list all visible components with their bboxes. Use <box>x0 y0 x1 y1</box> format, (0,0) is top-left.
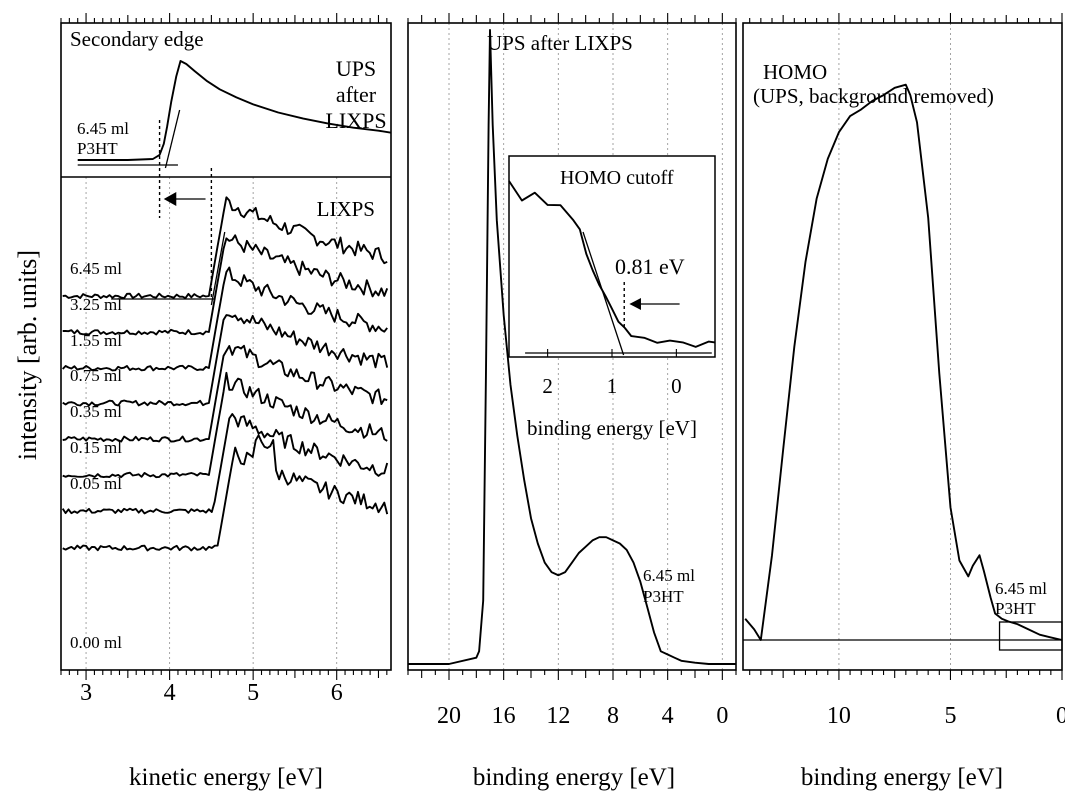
right-tick-label: 10 <box>827 703 851 729</box>
middle-x-axis-label: binding energy [eV] <box>473 764 675 791</box>
left-top-label-line-2: after <box>336 82 377 107</box>
left-tick-label: 4 <box>164 680 176 706</box>
lixps-series-label: 0.15 ml <box>70 438 122 457</box>
right-title-line-1: HOMO <box>763 60 827 84</box>
right-tick-label: 5 <box>944 703 956 729</box>
inset-title: HOMO cutoff <box>560 167 674 189</box>
middle-panel: 20 16 12 8 4 0 UPS after LIXPS 6.45 ml P3HT 2… <box>407 13 737 791</box>
homo-trace <box>744 83 1063 641</box>
middle-tick-label: 12 <box>546 703 570 729</box>
secondary-edge-trace <box>77 60 392 161</box>
secondary-edge-fit-line <box>164 109 181 169</box>
y-axis-label: intensity [arb. units] <box>13 250 42 460</box>
left-top-title: Secondary edge <box>70 27 204 51</box>
inset-x-axis-label: binding energy [eV] <box>527 416 697 440</box>
right-title-line-2: (UPS, background removed) <box>753 84 994 108</box>
lixps-fit-line <box>210 231 226 306</box>
inset-tick-label: 1 <box>607 374 618 398</box>
left-top-label-line-1: UPS <box>336 56 376 81</box>
shift-arrow-head <box>163 192 177 206</box>
lixps-trace-2 <box>62 266 388 372</box>
middle-tick-label: 16 <box>492 703 516 729</box>
inset-arrow-head <box>629 298 641 310</box>
left-x-axis-label: kinetic energy [eV] <box>129 764 323 791</box>
ups-trace <box>408 29 736 665</box>
left-top-sample-line-1: 6.45 ml <box>77 119 129 138</box>
middle-title: UPS after LIXPS <box>487 31 633 55</box>
lixps-trace-3 <box>62 314 389 407</box>
inset-tick-label: 2 <box>542 374 553 398</box>
middle-tick-label: 20 <box>437 703 461 729</box>
lixps-series-label: 1.55 ml <box>70 331 122 350</box>
right-panel: 10 5 0 HOMO (UPS, background removed) 6.45… <box>742 13 1065 791</box>
homo-zoom-box <box>998 621 1063 651</box>
lixps-series-label: 0.75 ml <box>70 366 122 385</box>
inset-tick-label: 0 <box>671 374 682 398</box>
right-x-axis-label: binding energy [eV] <box>801 764 1003 791</box>
lixps-series-label: 3.25 ml <box>70 295 122 314</box>
middle-tick-label: 0 <box>716 703 728 729</box>
left-top-label-line-3: LIXPS <box>325 108 386 133</box>
left-tick-label: 3 <box>80 680 92 706</box>
inset-frame <box>508 155 716 358</box>
right-tick-label: 0 <box>1056 703 1065 729</box>
middle-tick-label: 8 <box>607 703 619 729</box>
left-tick-label: 6 <box>331 680 343 706</box>
middle-sample-line-2: P3HT <box>643 587 684 606</box>
middle-sample-line-1: 6.45 ml <box>643 566 695 585</box>
inset-trace <box>508 180 716 348</box>
inset-annotation: 0.81 eV <box>615 254 685 279</box>
lixps-trace-4 <box>62 344 388 443</box>
lixps-trace-1 <box>62 234 389 336</box>
lixps-trace-5 <box>62 371 388 479</box>
lixps-series-label: 0.35 ml <box>70 402 122 421</box>
left-tick-label: 5 <box>247 680 259 706</box>
left-panel: 3 4 5 6 Secondary edge UPS after LIXPS 6.45… <box>60 13 392 791</box>
middle-tick-label: 4 <box>662 703 674 729</box>
lixps-title: LIXPS <box>317 197 375 221</box>
right-sample-line-1: 6.45 ml <box>995 579 1047 598</box>
lixps-series-label: 6.45 ml <box>70 259 122 278</box>
right-sample-line-2: P3HT <box>995 599 1036 618</box>
inset-fit-line <box>582 231 625 356</box>
lixps-trace-7 <box>62 434 389 552</box>
lixps-trace-0 <box>62 196 388 300</box>
left-top-sample-line-2: P3HT <box>77 139 118 158</box>
lixps-series-label: 0.00 ml <box>70 633 122 652</box>
lixps-series-label: 0.05 ml <box>70 474 122 493</box>
lixps-trace-6 <box>61 413 389 515</box>
